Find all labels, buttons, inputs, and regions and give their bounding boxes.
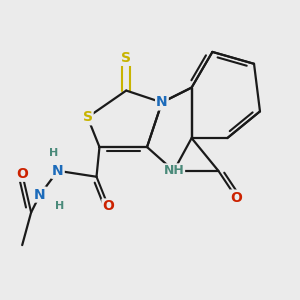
Text: O: O — [16, 167, 28, 181]
Text: O: O — [230, 190, 242, 205]
Text: H: H — [49, 148, 58, 158]
Text: N: N — [34, 188, 46, 202]
Text: O: O — [103, 200, 114, 214]
Text: N: N — [52, 164, 64, 178]
Text: H: H — [55, 201, 64, 212]
Text: S: S — [121, 51, 131, 65]
Text: N: N — [156, 95, 168, 110]
Text: NH: NH — [164, 164, 184, 177]
Text: S: S — [82, 110, 93, 124]
